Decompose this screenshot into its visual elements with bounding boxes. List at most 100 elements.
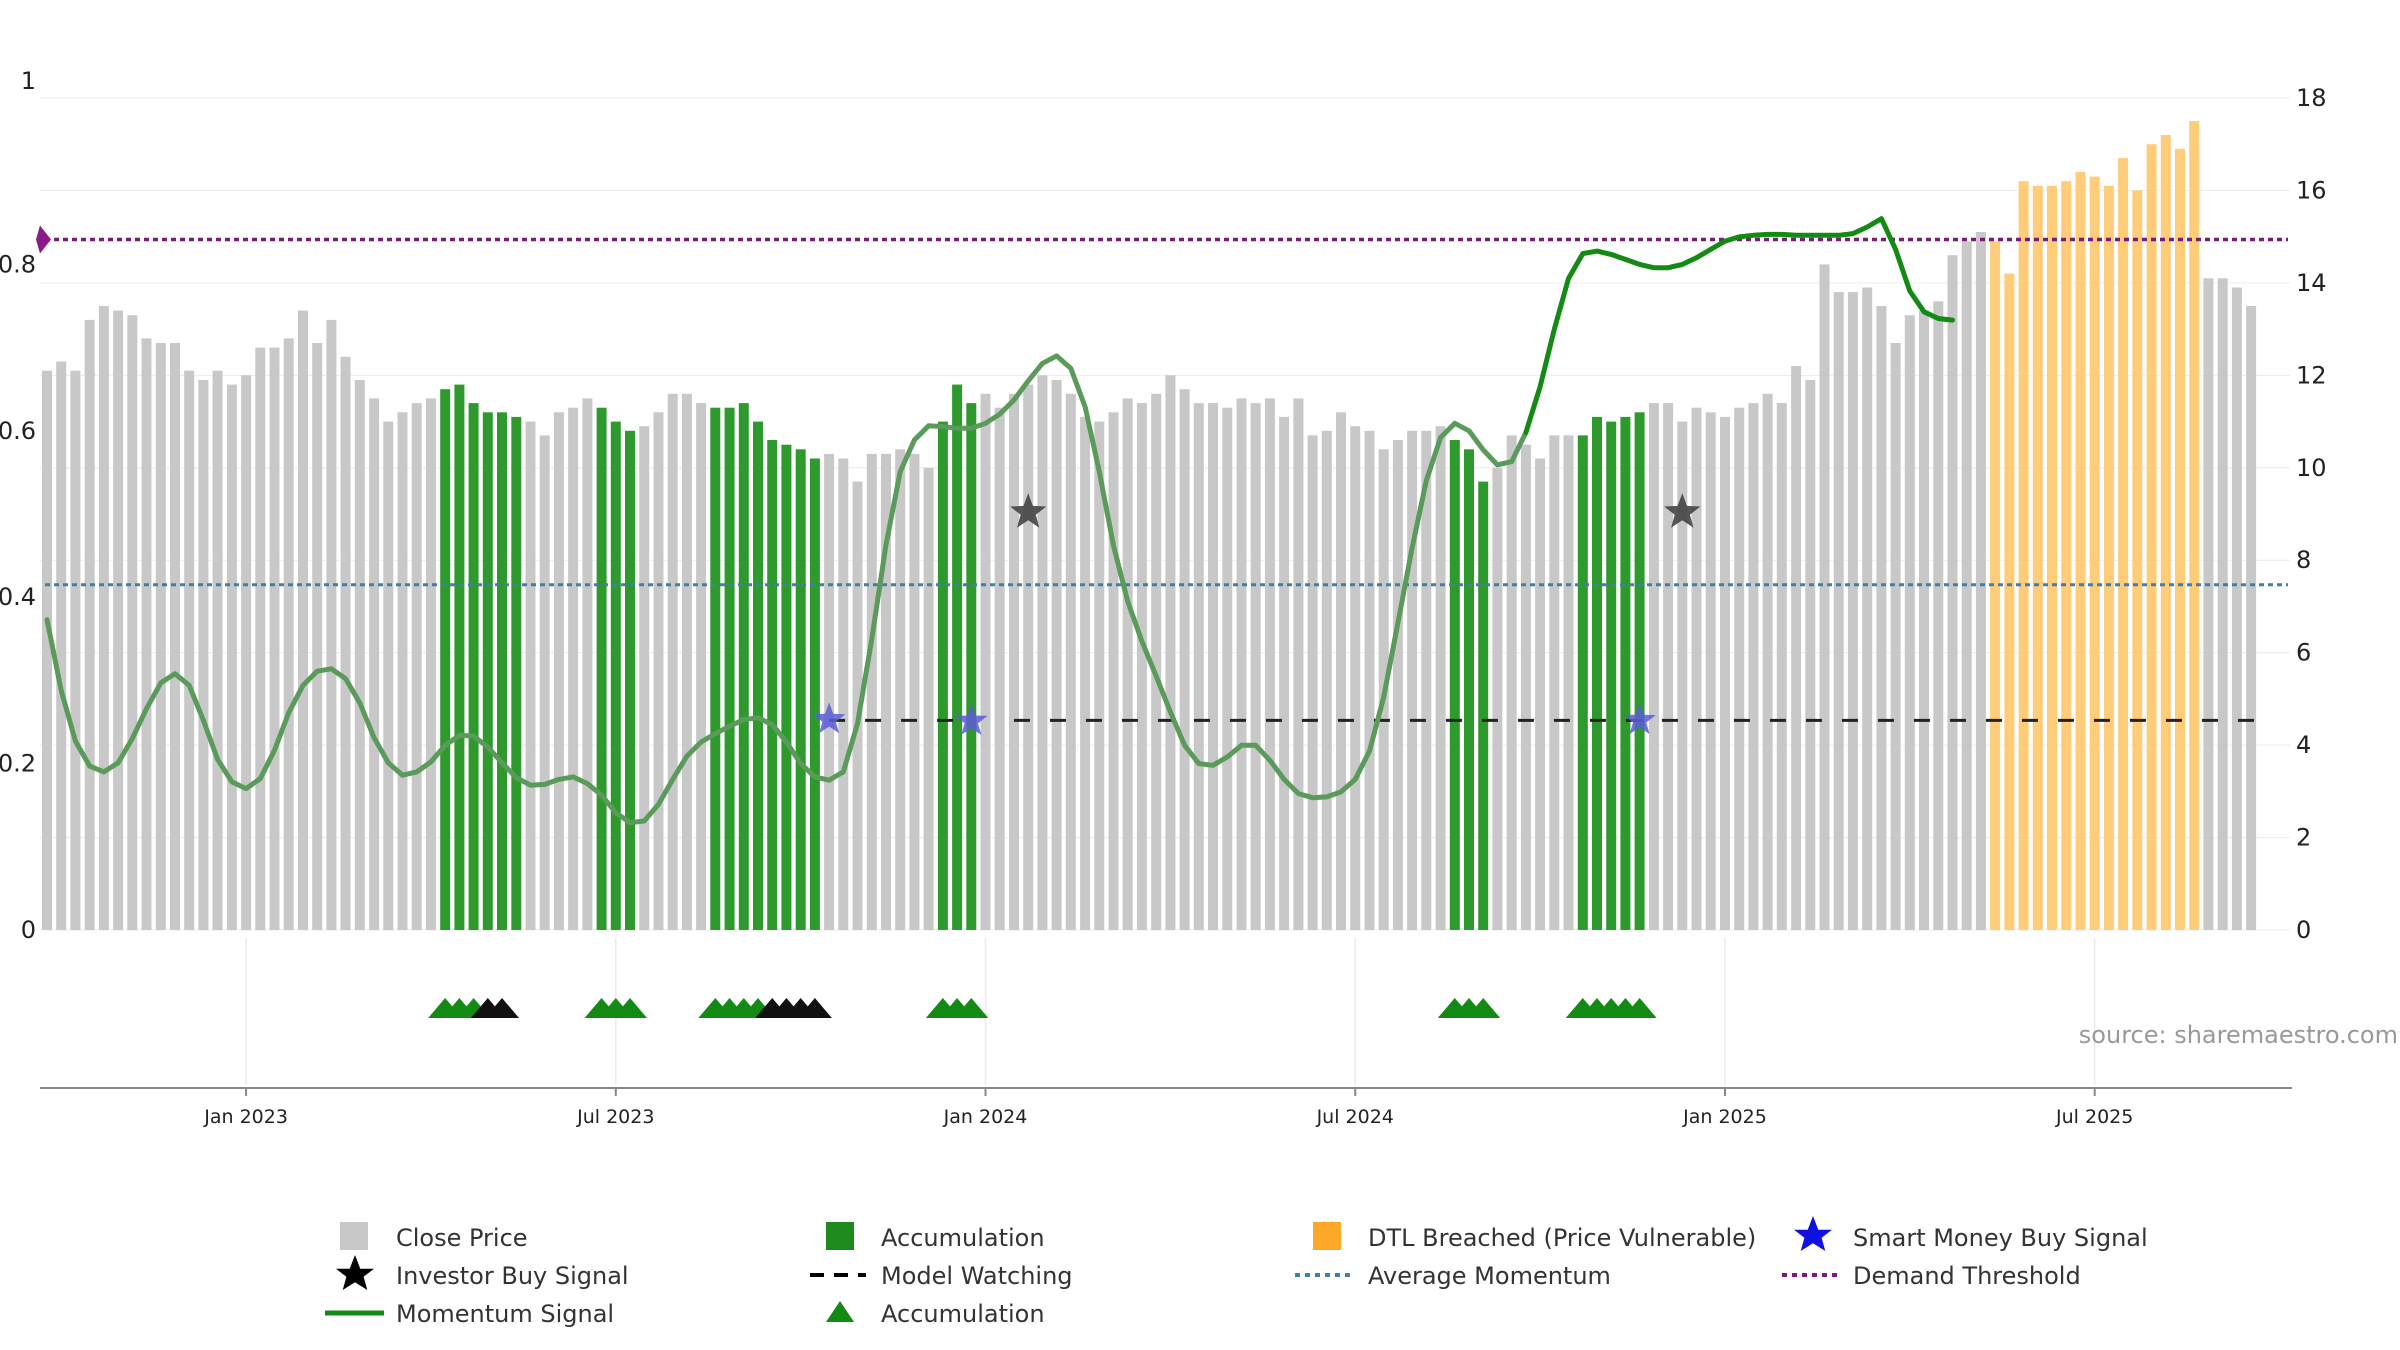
close-price-bar	[852, 481, 863, 930]
close-price-bar	[354, 380, 365, 930]
close-price-bar	[1037, 375, 1048, 930]
close-price-bar	[1264, 398, 1275, 930]
legend-investor-label: Investor Buy Signal	[396, 1262, 629, 1290]
dtl-bar	[2018, 181, 2029, 930]
close-price-bar	[1919, 310, 1929, 931]
close-price-bar	[1236, 398, 1247, 930]
close-price-bar	[255, 347, 266, 931]
close-price-bar	[1009, 393, 1019, 930]
source-label: source: sharemaestro.com	[2079, 1021, 2398, 1049]
left-axis-tick-label: 0.2	[0, 750, 36, 778]
legend-average-momentum-label: Average Momentum	[1368, 1262, 1611, 1290]
close-price-bar	[2203, 278, 2214, 930]
left-axis-tick-label: 0	[21, 916, 36, 944]
right-axis-tick-label: 18	[2296, 84, 2327, 112]
accumulation-bar	[1478, 481, 1489, 930]
dtl-bar	[2132, 190, 2143, 930]
close-price-bar	[425, 398, 436, 930]
smart-money-signal	[812, 702, 846, 734]
close-price-bar	[141, 338, 152, 930]
close-price-bar	[681, 393, 692, 930]
close-price-bar	[340, 356, 351, 930]
accumulation-bar	[795, 449, 806, 930]
close-price-bar	[1890, 343, 1901, 930]
close-price-bar	[1677, 421, 1688, 930]
legend-accumulation-label: Accumulation	[881, 1224, 1045, 1252]
accumulation-marker	[1466, 998, 1501, 1018]
legend-accumulation-marker-label: Accumulation	[881, 1300, 1045, 1328]
accumulation-bar	[781, 444, 792, 930]
close-price-bar	[1080, 416, 1091, 930]
close-price-bar	[1933, 301, 1944, 930]
dtl-bar	[2032, 185, 2043, 931]
right-axis: 0 2 4 6 8 10 12 14 16 18	[2296, 84, 2327, 944]
close-price-bar	[298, 310, 308, 931]
right-axis-tick-label: 16	[2296, 176, 2327, 204]
accumulation-bar	[966, 403, 977, 931]
close-price-bar	[84, 319, 95, 930]
accumulation-bar	[753, 421, 763, 930]
close-price-bar	[994, 407, 1005, 930]
close-price-bar	[2246, 306, 2257, 930]
close-price-bar	[1165, 375, 1176, 930]
close-price-bar	[1208, 403, 1218, 931]
investor-buy-signal	[1010, 493, 1047, 528]
close-price-bar	[1549, 435, 1560, 930]
close-price-bar	[1250, 403, 1261, 931]
close-price-bar	[1947, 255, 1958, 930]
dtl-bar	[2075, 172, 2086, 930]
close-price-bar	[653, 412, 664, 930]
close-price-bar	[1520, 444, 1531, 930]
dtl-bar	[2103, 185, 2114, 931]
close-price-bar	[1321, 430, 1332, 930]
close-price-bar	[1065, 393, 1076, 930]
demand-threshold-marker	[36, 225, 51, 254]
momentum-line	[44, 216, 1955, 826]
legend: Close Price Accumulation DTL Breached (P…	[325, 1216, 2148, 1328]
date-tick-label: Jul 2025	[2055, 1106, 2133, 1128]
close-price-bar	[539, 435, 550, 930]
close-price-bar	[525, 421, 536, 930]
close-price-bar	[1506, 435, 1517, 930]
close-price-bar	[1776, 403, 1787, 931]
close-price-bar	[1734, 407, 1745, 930]
legend-accumulation-marker-icon	[826, 1301, 854, 1322]
close-price-bar	[1108, 412, 1119, 930]
close-price-bar	[1720, 416, 1730, 930]
legend-close-label: Close Price	[396, 1224, 528, 1252]
right-axis-tick-label: 14	[2296, 269, 2327, 297]
close-price-bar	[1819, 264, 1830, 930]
date-tick-label: Jan 2024	[943, 1106, 1028, 1128]
close-price-bar	[1435, 426, 1446, 930]
legend-model-watching-label: Model Watching	[881, 1262, 1073, 1290]
dtl-bar	[1990, 241, 2001, 931]
close-price-bar	[1193, 403, 1204, 931]
accumulation-bar	[454, 384, 465, 931]
close-price-bar	[1179, 389, 1190, 930]
close-price-bar	[1904, 315, 1915, 930]
dtl-bar	[2047, 185, 2057, 931]
close-price-bar	[70, 370, 81, 930]
date-tick-label: Jul 2024	[1316, 1106, 1394, 1128]
close-price-bar	[639, 426, 650, 930]
close-price-bar	[980, 393, 991, 930]
close-price-bar	[582, 398, 593, 930]
close-price-bar	[113, 310, 124, 931]
close-price-bar	[1336, 412, 1346, 930]
right-axis-tick-label: 0	[2296, 916, 2311, 944]
close-price-bar	[568, 407, 579, 930]
close-price-bar	[1862, 287, 1873, 930]
close-price-bar	[1847, 292, 1858, 931]
accumulation-bar	[937, 421, 948, 930]
close-price-bar	[155, 343, 166, 930]
close-price-bar	[170, 343, 180, 930]
right-axis-tick-label: 2	[2296, 824, 2311, 852]
close-price-bar	[411, 403, 422, 931]
close-price-bar	[1563, 435, 1574, 930]
legend-smart-money-icon	[1794, 1216, 1832, 1251]
close-price-bar	[909, 453, 920, 930]
close-price-bar	[1492, 467, 1503, 930]
legend-close-swatch	[340, 1222, 368, 1250]
date-tick-label: Jan 2025	[1682, 1106, 1767, 1128]
